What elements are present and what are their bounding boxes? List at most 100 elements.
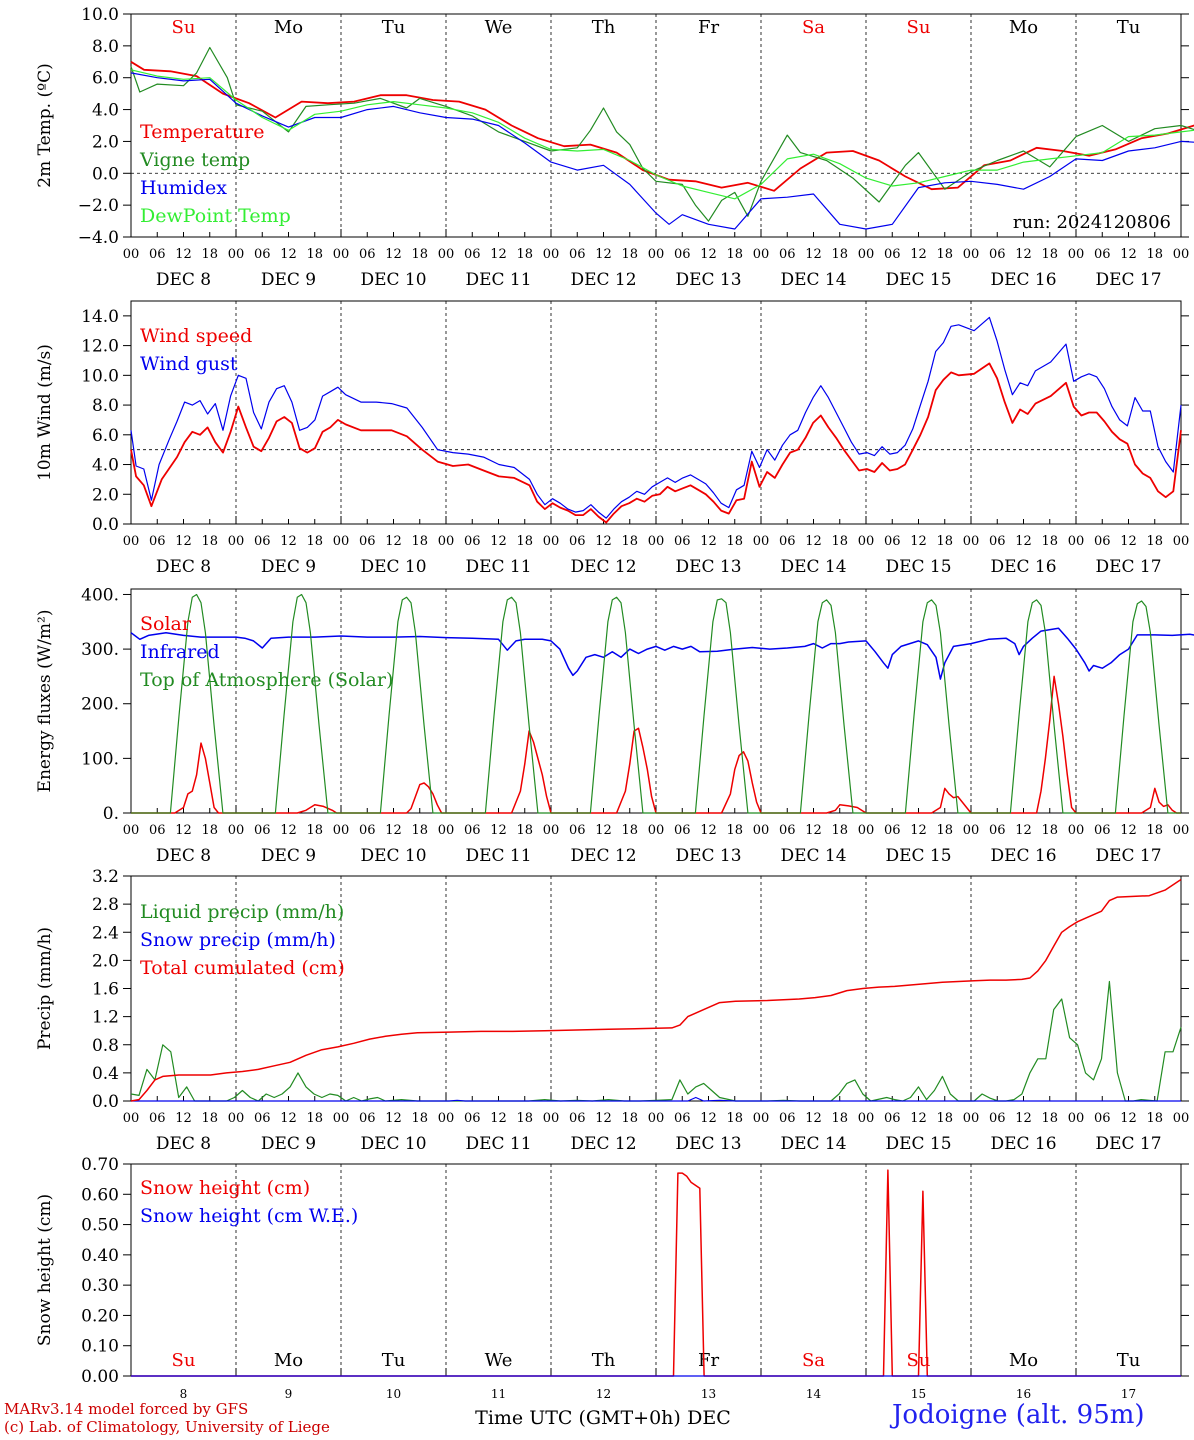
x-day-label: DEC 10: [360, 846, 426, 866]
x-hour-label: 00: [333, 534, 350, 549]
series-line-humidex: [130, 72, 1194, 230]
x-hour-label: 12: [1015, 534, 1032, 549]
y-tick-label: 200.: [81, 695, 119, 715]
day-name-label: Mo: [1009, 17, 1038, 38]
x-hour-label: 18: [306, 1111, 323, 1126]
series-line-solar: [131, 675, 1181, 814]
series-line-snow-height-cm: [131, 1169, 1181, 1377]
y-tick-label: 0.0: [92, 515, 119, 535]
x-hour-label: 18: [1041, 1111, 1058, 1126]
location-label: Jodoigne (alt. 95m): [892, 1400, 1145, 1430]
model-line: MARv3.14 model forced by GFS: [4, 1400, 249, 1418]
day-name-label: Th: [592, 1350, 616, 1371]
x-hour-label: 06: [359, 247, 376, 262]
x-hour-label: 12: [700, 1111, 717, 1126]
x-day-label: DEC 9: [261, 1134, 316, 1154]
x-hour-label: 12: [805, 247, 822, 262]
x-hour-label: 00: [648, 1111, 665, 1126]
x-hour-label: 00: [1173, 247, 1190, 262]
x-hour-label: 12: [595, 534, 612, 549]
x-hour-label: 00: [228, 1111, 245, 1126]
legend-entry: Humidex: [140, 177, 227, 199]
x-hour-label: 00: [228, 823, 245, 838]
x-hour-label: 12: [595, 247, 612, 262]
x-hour-label: 06: [569, 247, 586, 262]
x-day-label: DEC 11: [465, 1134, 531, 1154]
day-name-label: Tu: [1117, 1350, 1141, 1371]
x-hour-label: 00: [438, 534, 455, 549]
x-day-label: DEC 17: [1095, 557, 1161, 577]
series-line-temperature: [130, 61, 1194, 192]
y-tick-label: 2.4: [92, 923, 119, 943]
y-tick-label: 1.2: [92, 1008, 119, 1028]
y-tick-label: 8.0: [92, 396, 119, 416]
x-hour-label: 00: [438, 823, 455, 838]
x-hour-label: 00: [1173, 823, 1190, 838]
credit-line: (c) Lab. of Climatology, University of L…: [4, 1418, 330, 1436]
y-axis-title: 10m Wind (m/s): [35, 344, 55, 481]
x-hour-label: 06: [1094, 823, 1111, 838]
y-tick-label: 6.0: [92, 69, 119, 89]
y-axis-title: 2m Temp. (ºC): [35, 63, 55, 188]
x-day-label: DEC 8: [156, 557, 211, 577]
x-hour-label: 18: [201, 534, 218, 549]
series-line-vigne-temp: [130, 46, 1194, 222]
x-hour-label: 00: [333, 823, 350, 838]
x-day-number: 17: [1121, 1387, 1136, 1401]
x-hour-label: 06: [1094, 1111, 1111, 1126]
legend-entry: Snow height (cm W.E.): [140, 1205, 358, 1227]
y-tick-label: 12.0: [81, 337, 119, 357]
y-tick-label: 1.6: [92, 980, 119, 1000]
x-hour-label: 06: [149, 247, 166, 262]
x-hour-label: 12: [280, 1111, 297, 1126]
x-hour-label: 18: [621, 1111, 638, 1126]
x-hour-label: 18: [831, 534, 848, 549]
x-hour-label: 12: [175, 247, 192, 262]
y-tick-label: 3.2: [92, 867, 119, 887]
x-hour-label: 18: [726, 534, 743, 549]
x-hour-label: 12: [385, 1111, 402, 1126]
y-axis-title: Precip (mm/h): [35, 927, 55, 1050]
x-hour-label: 12: [1120, 823, 1137, 838]
x-hour-label: 12: [490, 1111, 507, 1126]
y-tick-label: 2.0: [92, 132, 119, 152]
x-hour-label: 12: [280, 823, 297, 838]
day-name-label: Tu: [1117, 17, 1141, 38]
x-hour-label: 12: [1120, 1111, 1137, 1126]
x-hour-label: 18: [1146, 823, 1163, 838]
day-name-label: Sa: [802, 1350, 825, 1371]
x-day-label: DEC 16: [990, 846, 1056, 866]
x-hour-label: 06: [989, 534, 1006, 549]
series-line-wind-gust: [130, 316, 1182, 519]
x-hour-label: 18: [621, 247, 638, 262]
x-hour-label: 18: [936, 1111, 953, 1126]
x-day-label: DEC 10: [360, 1134, 426, 1154]
day-name-label: Fr: [698, 17, 719, 38]
x-hour-label: 00: [753, 247, 770, 262]
x-hour-label: 00: [1068, 534, 1085, 549]
x-hour-label: 18: [621, 823, 638, 838]
x-day-number: 16: [1016, 1387, 1031, 1401]
x-day-number: 8: [180, 1387, 188, 1401]
y-axis-title: Snow height (cm): [35, 1194, 55, 1346]
x-day-label: DEC 17: [1095, 846, 1161, 866]
x-hour-label: 18: [726, 823, 743, 838]
y-tick-label: 0.20: [81, 1306, 119, 1326]
x-hour-label: 18: [726, 1111, 743, 1126]
x-hour-label: 12: [490, 247, 507, 262]
x-hour-label: 06: [149, 534, 166, 549]
model-credit: MARv3.14 model forced by GFS (c) Lab. of…: [4, 1400, 330, 1436]
x-hour-label: 12: [595, 823, 612, 838]
x-day-label: DEC 16: [990, 557, 1056, 577]
y-tick-label: 0.60: [81, 1185, 119, 1205]
x-day-label: DEC 8: [156, 1134, 211, 1154]
x-hour-label: 12: [385, 823, 402, 838]
x-hour-label: 18: [201, 823, 218, 838]
x-hour-label: 12: [700, 534, 717, 549]
x-day-label: DEC 10: [360, 270, 426, 290]
day-name-label: Mo: [274, 1350, 303, 1371]
x-hour-label: 12: [805, 534, 822, 549]
x-hour-label: 06: [254, 534, 271, 549]
x-hour-label: 18: [306, 247, 323, 262]
